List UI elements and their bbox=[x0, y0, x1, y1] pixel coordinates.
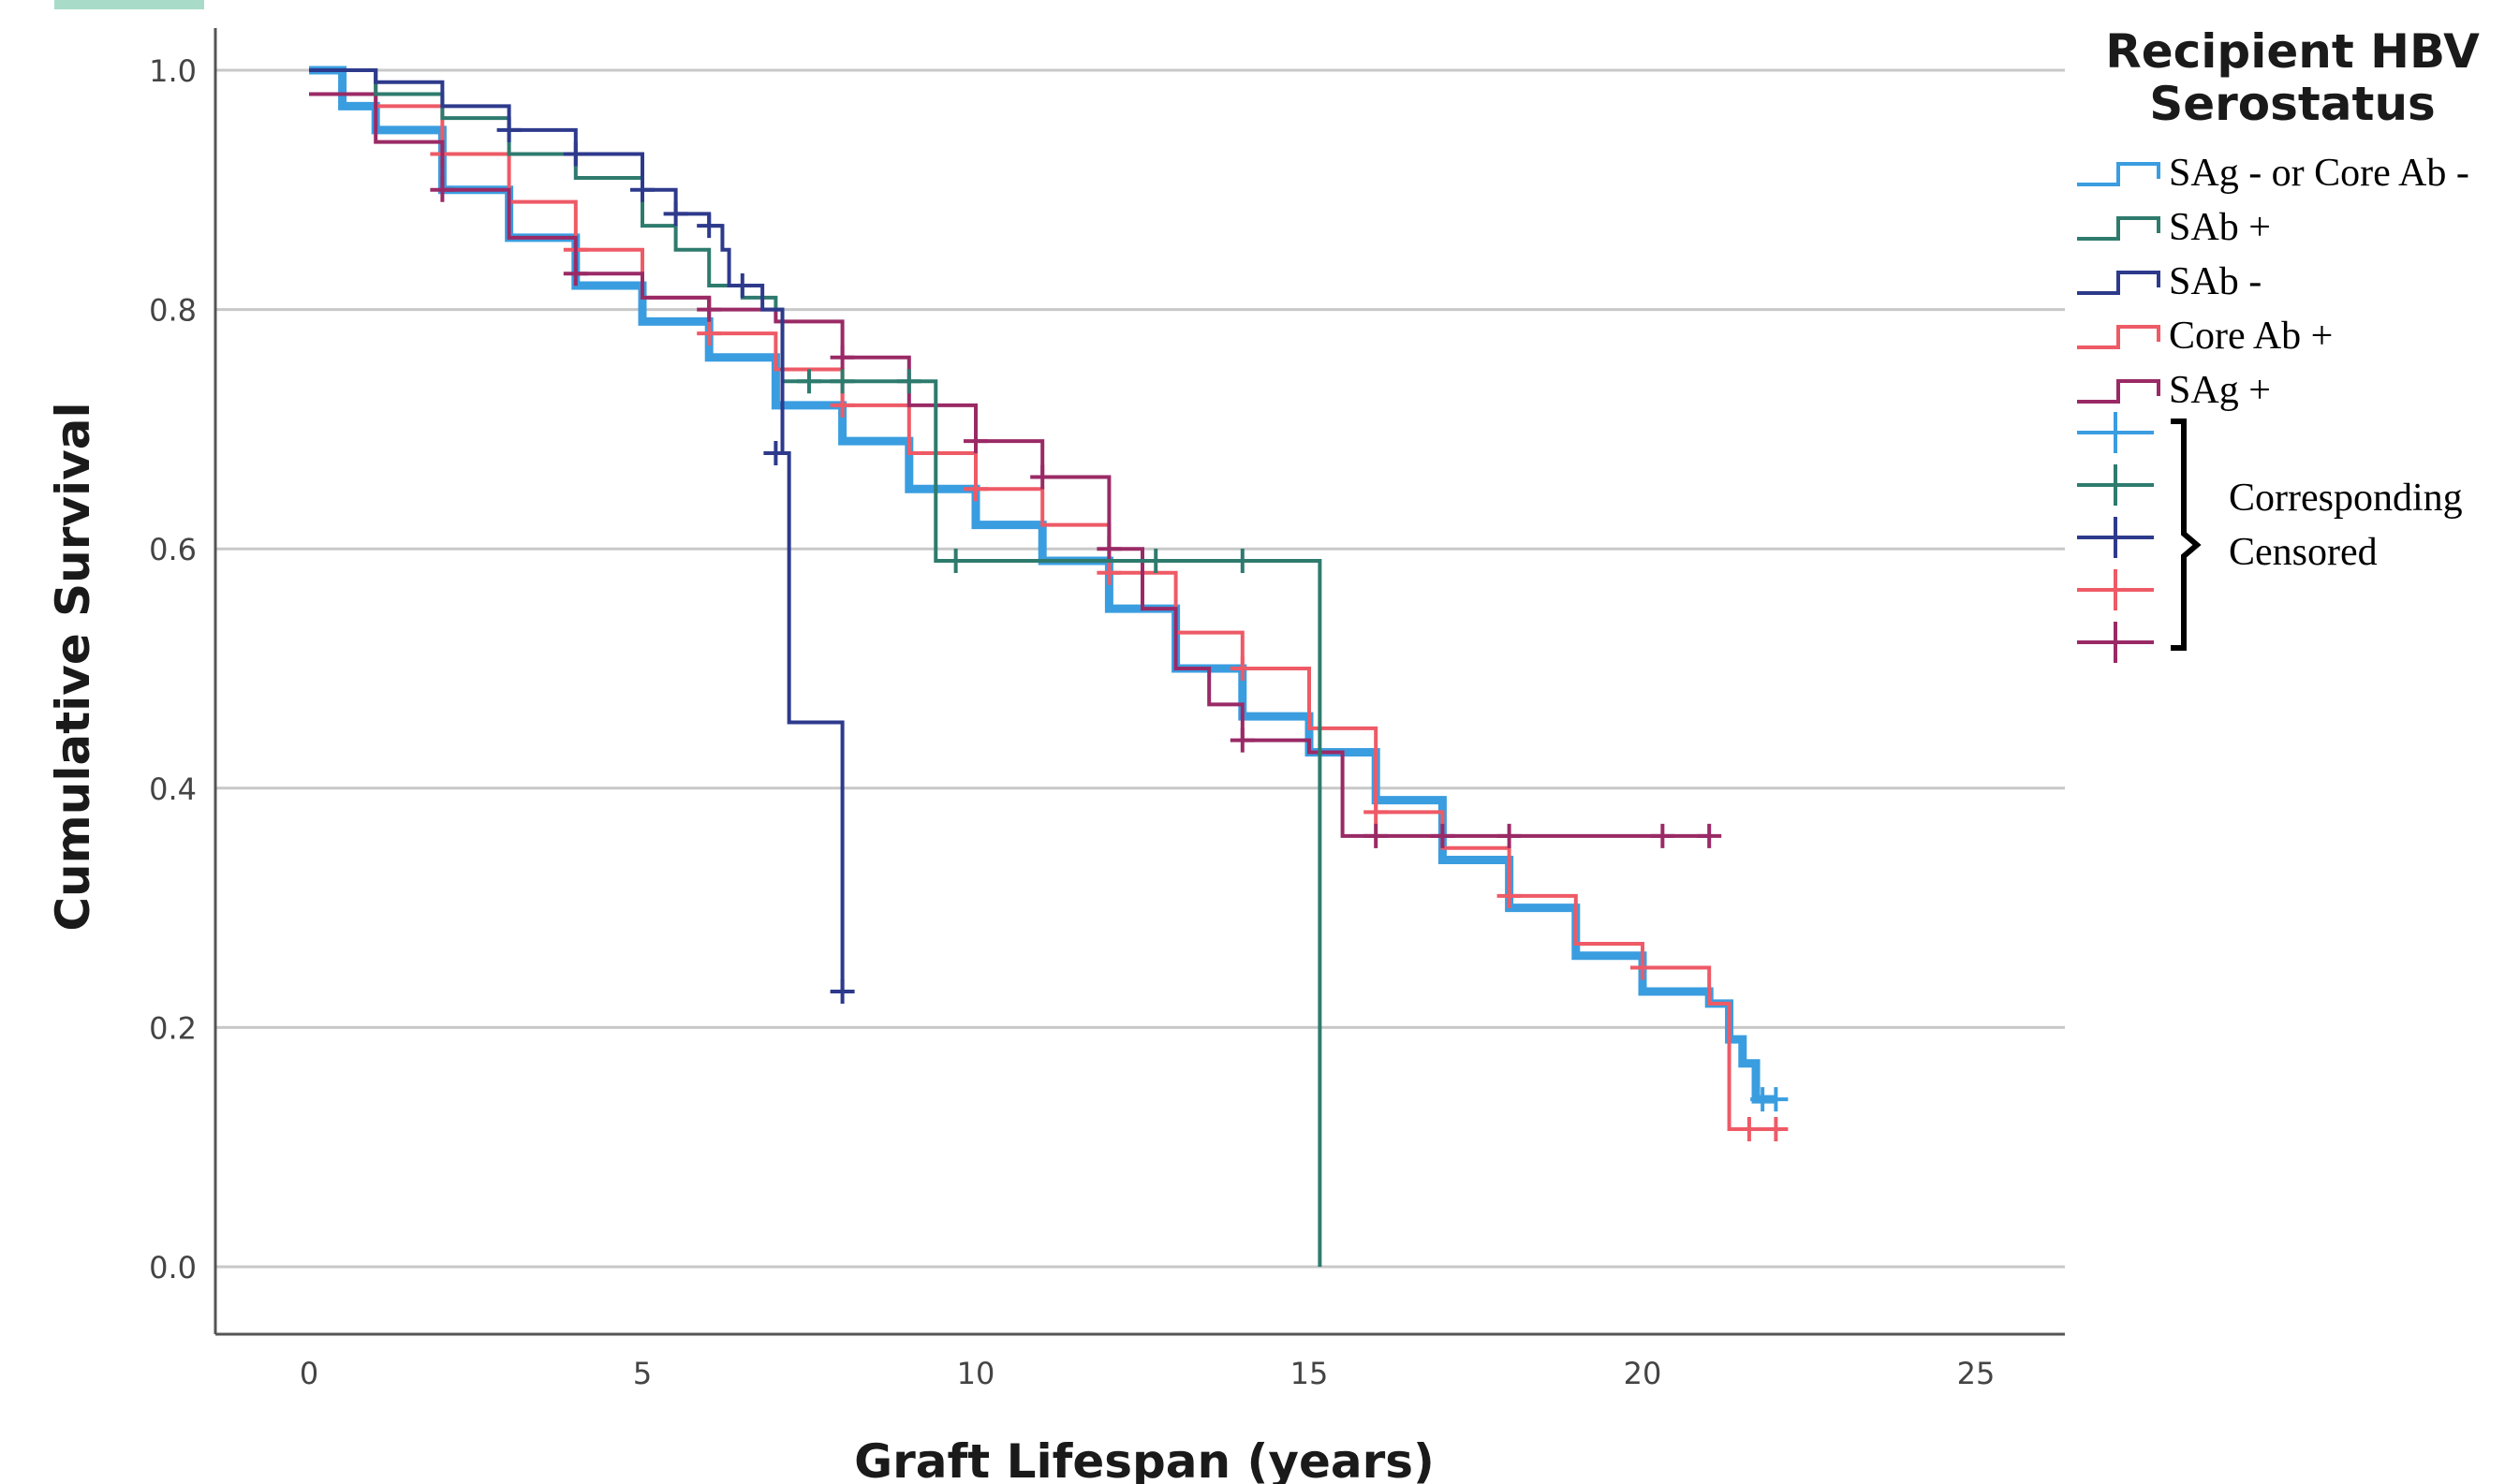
censor-mark bbox=[831, 979, 855, 1004]
x-tick-label: 0 bbox=[300, 1356, 318, 1391]
series-line bbox=[309, 95, 1709, 836]
censor-mark bbox=[964, 429, 988, 453]
legend-line-swatch bbox=[2077, 272, 2159, 293]
x-tick-label: 20 bbox=[1624, 1356, 1662, 1391]
x-tick-label: 5 bbox=[633, 1356, 652, 1391]
censor-mark bbox=[1497, 824, 1522, 848]
gridlines bbox=[215, 70, 2065, 1267]
plot-area bbox=[309, 70, 1788, 1267]
censor-mark bbox=[1363, 824, 1388, 848]
censor-mark bbox=[730, 273, 755, 298]
legend-censor-swatch bbox=[2077, 569, 2154, 610]
censor-mark bbox=[1230, 549, 1255, 573]
censor-mark bbox=[497, 118, 522, 142]
legend-series-label: Core Ab + bbox=[2169, 315, 2333, 358]
y-tick-label: 1.0 bbox=[149, 53, 197, 89]
censor-mark bbox=[1230, 728, 1255, 753]
legend-series-label: SAg + bbox=[2169, 369, 2271, 412]
legend-series-label: SAg - or Core Ab - bbox=[2169, 152, 2469, 195]
legend-title-line: Serostatus bbox=[2149, 77, 2436, 131]
x-axis-title: Graft Lifespan (years) bbox=[854, 1434, 1435, 1484]
legend-title-line: Recipient HBV bbox=[2105, 24, 2480, 79]
censor-mark bbox=[430, 178, 454, 202]
y-tick-label: 0.8 bbox=[149, 293, 197, 329]
censor-mark bbox=[797, 369, 821, 393]
censor-marks bbox=[430, 141, 1788, 1141]
y-axis-title: Cumulative Survival bbox=[46, 402, 100, 931]
y-tick-label: 0.2 bbox=[149, 1010, 197, 1046]
legend-series-label: SAb - bbox=[2169, 260, 2262, 303]
censor-mark bbox=[1763, 1117, 1788, 1141]
censor-mark bbox=[1430, 824, 1454, 848]
legend-censor-swatch bbox=[2077, 412, 2154, 453]
x-tick-label: 15 bbox=[1290, 1356, 1329, 1391]
censor-marks bbox=[430, 178, 1721, 848]
censor-mark bbox=[944, 549, 968, 573]
tick-labels: 0.0 0.2 0.4 0.6 0.8 1.0 0 5 10 15 20 25 bbox=[149, 53, 1995, 1391]
censor-mark bbox=[630, 178, 655, 202]
censor-mark bbox=[897, 369, 921, 393]
y-tick-label: 0.6 bbox=[149, 532, 197, 567]
censor-mark bbox=[964, 477, 988, 501]
legend-brace bbox=[2171, 421, 2197, 648]
censor-marks bbox=[797, 369, 1255, 573]
legend-line-swatch bbox=[2077, 218, 2159, 239]
legend-censored-label: Corresponding bbox=[2229, 477, 2463, 520]
corner-accent bbox=[54, 0, 204, 9]
x-tick-label: 25 bbox=[1957, 1356, 1996, 1391]
x-tick-label: 10 bbox=[957, 1356, 995, 1391]
legend-series-label: SAb + bbox=[2169, 206, 2271, 249]
censor-mark bbox=[1143, 549, 1168, 573]
legend-censor-swatch bbox=[2077, 517, 2154, 558]
legend-censor-swatch bbox=[2077, 622, 2154, 663]
legend-censor-swatch bbox=[2077, 464, 2154, 506]
legend-line-swatch bbox=[2077, 381, 2159, 402]
y-tick-label: 0.0 bbox=[149, 1250, 197, 1286]
censor-mark bbox=[564, 141, 588, 166]
censor-mark bbox=[664, 201, 688, 226]
series-line bbox=[309, 70, 1776, 1099]
censor-mark bbox=[697, 213, 721, 238]
censor-mark bbox=[1763, 1087, 1788, 1111]
censor-mark bbox=[1230, 656, 1255, 681]
legend-line-swatch bbox=[2077, 164, 2159, 184]
censor-mark bbox=[1737, 1117, 1761, 1141]
series-line bbox=[309, 70, 1319, 1267]
censor-mark bbox=[1650, 824, 1674, 848]
legend-line-swatch bbox=[2077, 327, 2159, 347]
censor-mark bbox=[831, 393, 855, 418]
y-tick-label: 0.4 bbox=[149, 771, 197, 807]
legend-title: Recipient HBV Serostatus bbox=[2105, 24, 2480, 131]
legend: Recipient HBV Serostatus SAg - or Core Ab… bbox=[2077, 24, 2480, 663]
series-line bbox=[309, 70, 1776, 1129]
axes bbox=[215, 28, 2065, 1334]
censor-mark bbox=[831, 345, 855, 370]
censor-mark bbox=[1030, 465, 1054, 490]
censor-mark bbox=[1697, 824, 1721, 848]
censor-mark bbox=[831, 369, 855, 393]
legend-censored-label: Censored bbox=[2229, 531, 2378, 574]
